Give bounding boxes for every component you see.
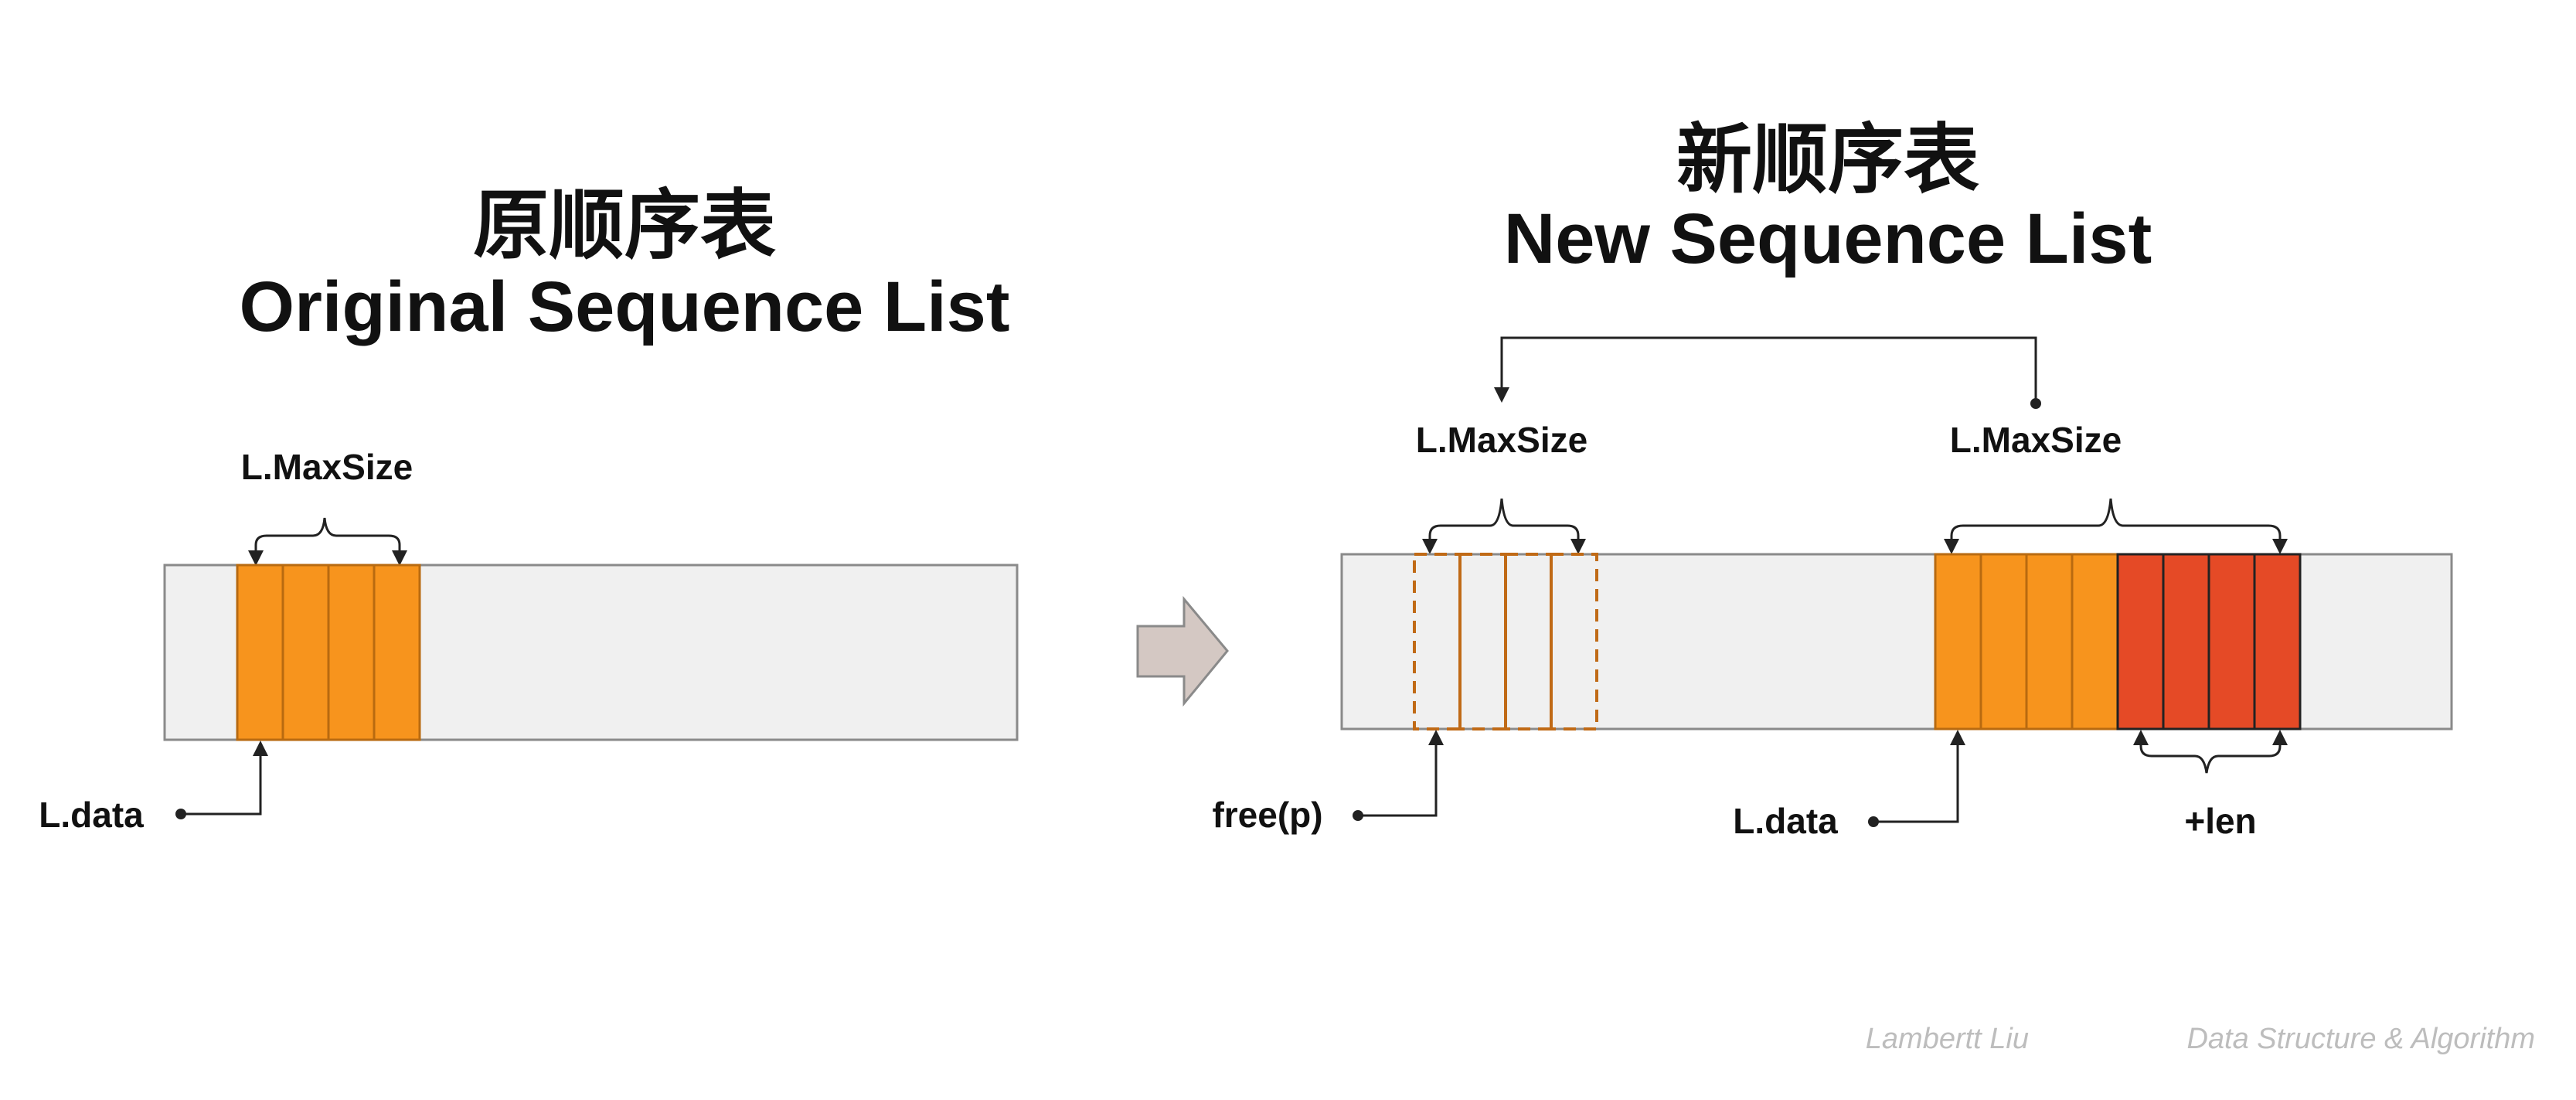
len-brace [2139, 734, 2282, 774]
new-title-en: New Sequence List [1504, 199, 2152, 278]
original-maxsize-label: L.MaxSize [241, 447, 413, 487]
footer-author: Lambertt Liu [1866, 1023, 2029, 1055]
original-data-label: L.data [39, 795, 144, 835]
free-pointer [1358, 730, 1444, 817]
copied-cell [2071, 553, 2119, 730]
old-maxsize-label: L.MaxSize [1416, 420, 1587, 460]
right-arrow-icon [1136, 595, 1229, 707]
copied-cell [2025, 553, 2074, 730]
new-list-section: 新顺序表 New Sequence List L.MaxSize L.MaxSi… [1212, 115, 2453, 841]
copied-cell [1979, 553, 2028, 730]
added-cell [2253, 553, 2302, 730]
original-maxsize-brace [254, 517, 407, 566]
new-maxsize-brace [1950, 498, 2282, 551]
freed-cell [1550, 553, 1598, 730]
added-cell [2116, 553, 2165, 730]
len-label: +len [2184, 801, 2256, 841]
original-cell [281, 564, 330, 741]
copy-connector [1494, 336, 2037, 404]
new-title-cn: 新顺序表 [1676, 115, 1979, 204]
new-data-pointer [1873, 730, 1965, 823]
original-cell [327, 564, 376, 741]
added-cell [2162, 553, 2210, 730]
footer-subject: Data Structure & Algorithm [2186, 1023, 2535, 1055]
original-data-pointer [181, 741, 268, 816]
new-data-label: L.data [1733, 801, 1838, 841]
original-list-section: 原顺序表 Original Sequence List L.MaxSize L.… [39, 181, 1019, 835]
original-title-cn: 原顺序表 [473, 181, 776, 270]
added-cell [2207, 553, 2256, 730]
original-title-en: Original Sequence List [240, 267, 1010, 346]
copied-cell [1934, 553, 1982, 730]
original-cell [373, 564, 421, 741]
free-label: free(p) [1212, 795, 1322, 835]
new-maxsize-label: L.MaxSize [1950, 420, 2122, 460]
old-maxsize-brace [1428, 498, 1580, 551]
original-cell [236, 564, 284, 741]
